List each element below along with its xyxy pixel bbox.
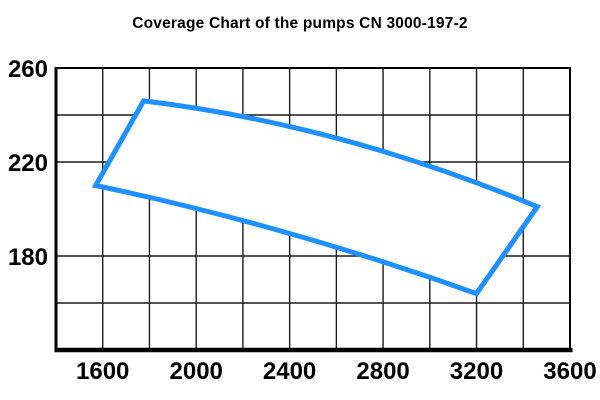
x-axis-tick-label: 3200 bbox=[450, 358, 503, 385]
x-axis-tick-label: 2800 bbox=[356, 358, 409, 385]
x-axis-tick-label: 2000 bbox=[170, 358, 223, 385]
coverage-envelope bbox=[91, 98, 542, 297]
chart-title: Coverage Chart of the pumps CN 3000-197-… bbox=[132, 15, 468, 32]
x-axis-tick-label: 2400 bbox=[263, 358, 316, 385]
y-axis-tick-label: 220 bbox=[8, 150, 48, 177]
y-axis-tick-label: 180 bbox=[8, 244, 48, 271]
x-axis-tick-label: 3600 bbox=[543, 358, 596, 385]
x-axis-tick-label: 1600 bbox=[76, 358, 129, 385]
y-axis-tick-label: 260 bbox=[8, 56, 48, 83]
